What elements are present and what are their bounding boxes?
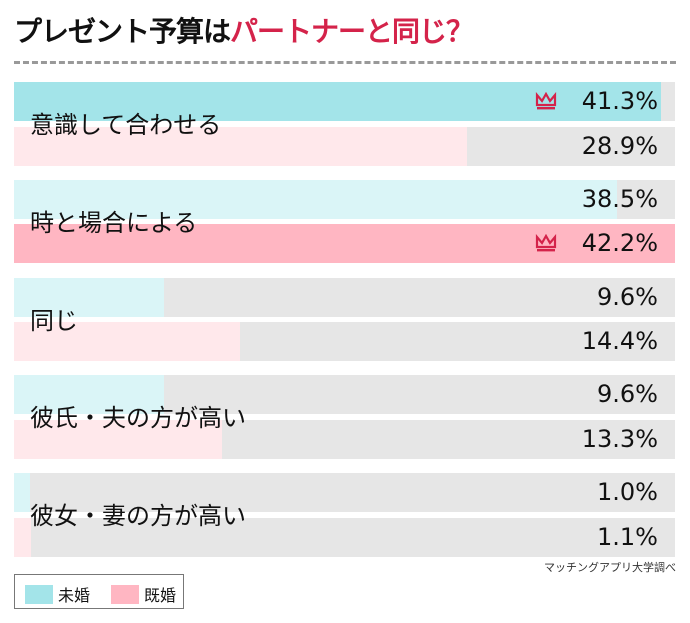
bar-track: 38.5% [14,179,675,219]
category-label: 彼氏・夫の方が高い [30,404,246,433]
legend: 未婚 既婚 [14,574,184,609]
data-label: 9.6% [597,380,658,409]
data-label: 1.1% [597,522,658,551]
bar-track: 1.1% [14,517,675,557]
data-label: 38.5% [581,184,658,213]
crown-icon [535,91,557,110]
bar-married [14,126,467,166]
bar-track: 14.4% [14,322,675,362]
bar-unmarried [14,375,165,415]
bar-track: 28.9% [14,126,675,166]
category-label: 意識して合わせる [30,111,222,139]
data-label: 28.9% [581,131,658,160]
data-label: 9.6% [597,282,658,311]
data-label: 13.3% [581,424,658,453]
source-note: マッチングアプリ大学調べ [544,561,676,574]
legend-label: 未婚 [58,586,91,605]
dashed-divider [14,61,676,64]
bar-track: 13.3% [14,419,675,459]
data-label: 1.0% [597,478,658,507]
bar-track: 42.2% [14,224,675,264]
bar-unmarried [14,82,661,121]
bar-married [14,322,240,362]
legend-label: 既婚 [144,586,177,605]
chart-title: プレゼント予算はパートナーと同じ？ [14,10,474,50]
legend-swatch-unmarried [25,584,53,604]
category-label: 時と場合による [30,208,198,237]
crown-icon [535,234,557,252]
bar-married [14,517,32,557]
data-label: 42.2% [581,229,658,258]
bar-married [14,419,223,459]
data-label: 14.4% [581,327,658,356]
data-label: 41.3% [581,87,658,115]
bar-unmarried [14,179,618,219]
category-label: 同じ [30,306,78,335]
bar-unmarried [14,473,30,513]
category-label: 彼女・妻の方が高い [30,502,246,531]
legend-item-married: 既婚 [111,582,176,606]
bar-track: 41.3% [14,82,675,121]
legend-item-unmarried: 未婚 [25,582,90,606]
title-part2: パートナーと同じ？ [230,15,474,48]
bar-track: 1.0% [14,473,675,513]
legend-swatch-married [111,584,139,604]
bar-married [14,224,675,264]
bar-track: 9.6% [14,375,675,415]
title-part1: プレゼント予算は [14,15,231,48]
bar-track: 9.6% [14,277,675,317]
bar-unmarried [14,277,165,317]
